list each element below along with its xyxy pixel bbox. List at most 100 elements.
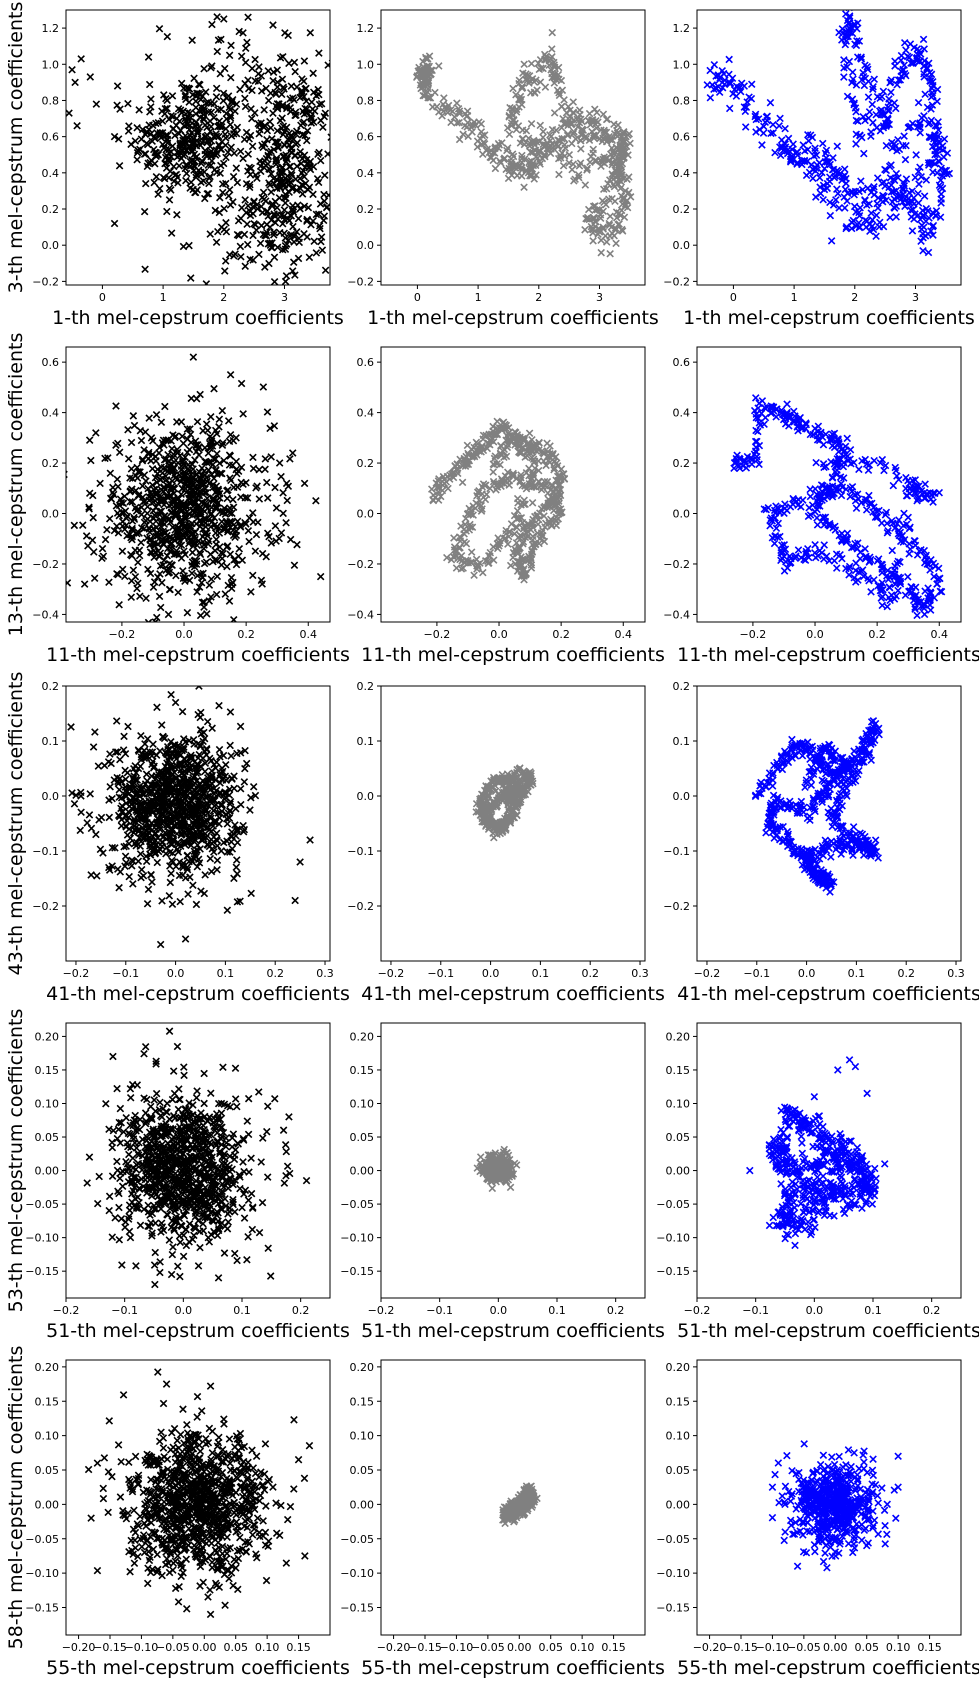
data-point	[211, 385, 217, 391]
y-tick-label: 0.0	[42, 239, 60, 252]
data-point	[468, 549, 474, 555]
data-point	[838, 492, 844, 498]
data-point	[174, 212, 180, 218]
data-point	[814, 522, 820, 528]
data-point	[125, 723, 131, 729]
data-point	[83, 533, 89, 539]
y-tick-label: 1.0	[42, 58, 60, 71]
data-point	[137, 593, 143, 599]
data-point	[903, 474, 909, 480]
data-point	[915, 99, 921, 105]
data-point	[905, 574, 911, 580]
data-point	[226, 52, 232, 58]
data-point	[117, 756, 123, 762]
data-point	[144, 901, 150, 907]
data-point	[212, 167, 218, 173]
data-point	[164, 208, 170, 214]
y-tick-label: −0.4	[347, 608, 374, 621]
data-point	[556, 171, 562, 177]
x-tick-label: 0.2	[552, 628, 570, 641]
data-point	[114, 83, 120, 89]
data-point	[454, 100, 460, 106]
data-point	[271, 254, 277, 260]
data-point	[157, 748, 163, 754]
y-tick-label: 0.4	[42, 167, 60, 180]
data-point	[914, 612, 920, 618]
x-axis-label: 11-th mel-cepstrum coefficients	[677, 644, 979, 666]
data-point	[236, 546, 242, 552]
data-point	[547, 443, 553, 449]
data-point	[146, 415, 152, 421]
data-point	[138, 874, 144, 880]
data-point	[287, 536, 293, 542]
data-point	[827, 212, 833, 218]
y-tick-label: 0.4	[42, 407, 60, 420]
data-point	[590, 238, 596, 244]
y-tick-label: 1.2	[42, 22, 60, 35]
data-point	[928, 117, 934, 123]
data-point	[307, 30, 313, 36]
data-point	[132, 574, 138, 580]
data-point	[91, 575, 97, 581]
y-tick-label: 0.4	[673, 167, 691, 180]
data-point	[99, 545, 105, 551]
data-point	[219, 407, 225, 413]
data-point	[200, 428, 206, 434]
data-point	[260, 189, 266, 195]
data-point	[250, 211, 256, 217]
data-point	[569, 166, 575, 172]
data-point	[551, 459, 557, 465]
data-point	[248, 589, 254, 595]
x-tick-label: 0.2	[237, 628, 255, 641]
data-point	[812, 542, 818, 548]
data-point	[145, 619, 151, 625]
data-point	[216, 424, 222, 430]
data-point	[456, 136, 462, 142]
data-point	[895, 587, 901, 593]
data-point	[868, 129, 874, 135]
data-point	[319, 247, 325, 253]
data-point	[143, 595, 149, 601]
data-point	[492, 165, 498, 171]
data-point	[175, 589, 181, 595]
data-point	[247, 807, 253, 813]
data-point	[441, 95, 447, 101]
data-point	[874, 124, 880, 130]
data-point	[150, 584, 156, 590]
data-point	[130, 413, 136, 419]
data-point	[214, 867, 220, 873]
data-point	[64, 580, 70, 586]
data-point	[197, 714, 203, 720]
data-point	[216, 702, 222, 708]
data-point	[125, 456, 131, 462]
data-point	[909, 228, 915, 234]
data-point	[890, 482, 896, 488]
data-point	[264, 479, 270, 485]
data-point	[742, 124, 748, 130]
data-point	[813, 459, 819, 465]
data-point	[287, 456, 293, 462]
data-point	[869, 101, 875, 107]
x-tick-label: −0.2	[424, 628, 451, 641]
data-point	[134, 125, 140, 131]
data-point	[245, 14, 251, 20]
data-point	[540, 134, 546, 140]
data-point	[271, 279, 277, 285]
data-point	[196, 452, 202, 458]
data-point	[253, 531, 259, 537]
data-point	[707, 67, 713, 73]
data-point	[145, 886, 151, 892]
data-point	[202, 445, 208, 451]
y-tick-label: 0.8	[42, 94, 60, 107]
data-point	[124, 832, 130, 838]
data-point	[71, 522, 77, 528]
data-point	[227, 187, 233, 193]
data-point	[191, 75, 197, 81]
x-tick-label: −0.2	[109, 628, 136, 641]
data-point	[830, 155, 836, 161]
data-point	[153, 174, 159, 180]
y-tick-label: 0.6	[42, 356, 60, 369]
data-point	[190, 882, 196, 888]
x-tick-label: 1	[791, 291, 798, 304]
data-point	[218, 848, 224, 854]
